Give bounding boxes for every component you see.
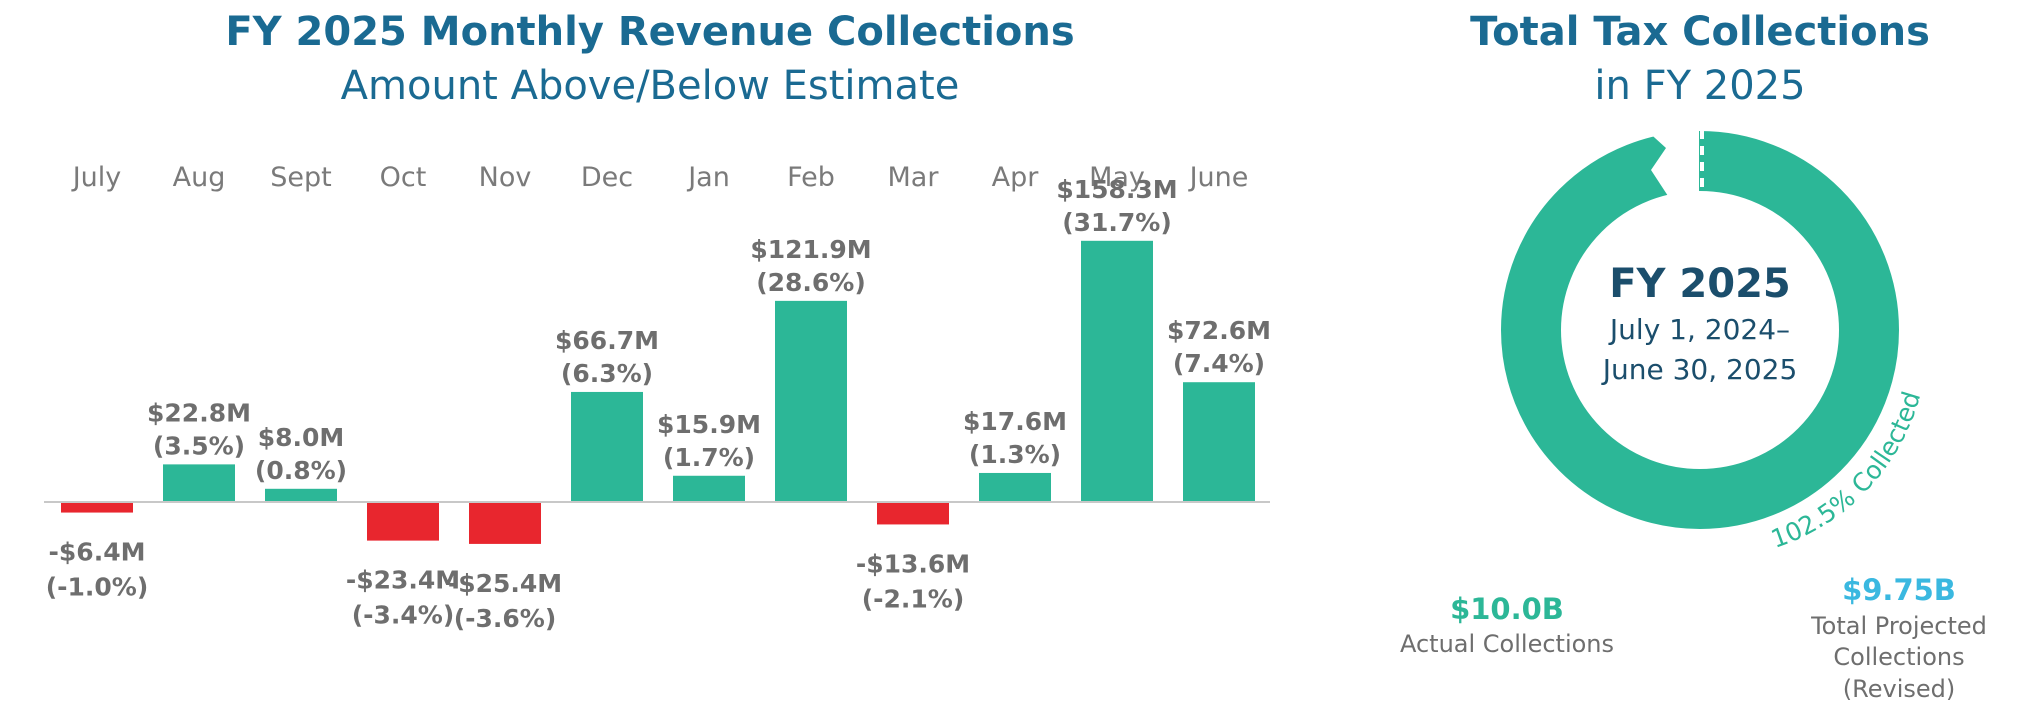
value-label: -$23.4M [346, 566, 460, 595]
bar-dec [571, 391, 643, 502]
donut-title: Total Tax Collections [1470, 9, 1930, 55]
value-label: -$25.4M [448, 569, 562, 598]
bar-mar [877, 502, 949, 525]
month-label: May [1089, 162, 1145, 193]
bar-sept [265, 488, 337, 502]
donut-center-line1: July 1, 2024– [1608, 313, 1790, 346]
percent-label: (-1.0%) [46, 573, 149, 602]
month-label: Mar [888, 162, 940, 193]
percent-label: (3.5%) [153, 431, 245, 460]
value-label: $121.9M [750, 235, 871, 264]
bar-may [1081, 240, 1153, 502]
month-label: July [71, 162, 122, 193]
actual-collections-value: $10.0B [1450, 592, 1564, 626]
value-label: -$6.4M [49, 538, 146, 567]
projected-label-line-2: Collections [1833, 643, 1964, 671]
actual-collections-label: Actual Collections [1400, 630, 1614, 658]
bar-series: July -$6.4M (-1.0%) Aug $22.8M (3.5%) Sept $8.0… [46, 162, 1271, 633]
value-label: $66.7M [555, 326, 659, 355]
percent-label: (1.7%) [663, 443, 755, 472]
bar-june [1183, 382, 1255, 502]
month-label: Aug [173, 162, 226, 193]
month-label: Sept [270, 162, 331, 193]
value-label: $15.9M [657, 410, 761, 439]
bar-aug [163, 464, 235, 502]
percent-label: (28.6%) [756, 268, 866, 297]
month-label: Dec [581, 162, 633, 193]
bar-chart-title: FY 2025 Monthly Revenue Collections [225, 9, 1074, 55]
projected-label-line-3: (Revised) [1843, 675, 1955, 703]
bar-feb [775, 300, 847, 502]
value-label: -$13.6M [856, 549, 970, 578]
projected-collections-value: $9.75B [1842, 573, 1956, 607]
donut-center-title: FY 2025 [1609, 261, 1791, 307]
donut-ring [1501, 131, 1899, 529]
collections-donut: 102.5% Collected FY 2025 July 1, 2024– J… [1501, 128, 1926, 554]
percent-label: (-2.1%) [862, 584, 965, 613]
bar-jan [673, 475, 745, 502]
month-label: Apr [992, 162, 1040, 193]
percent-label: (1.3%) [969, 440, 1061, 469]
bar-chart-subtitle: Amount Above/Below Estimate [341, 63, 960, 109]
bar-oct [367, 502, 439, 541]
month-label: June [1188, 162, 1249, 193]
donut-notch [1644, 128, 1699, 196]
bar-apr [979, 472, 1051, 502]
percent-label: (7.4%) [1173, 349, 1265, 378]
percent-label: (6.3%) [561, 359, 653, 388]
month-label: Feb [787, 162, 835, 193]
donut-center-line2: June 30, 2025 [1601, 353, 1798, 386]
projected-label-line-1: Total Projected [1810, 612, 1987, 640]
percent-label: (31.7%) [1062, 208, 1172, 237]
bar-july [61, 502, 133, 513]
month-label: Jan [686, 162, 730, 193]
percent-label: (-3.4%) [352, 601, 455, 630]
value-label: $8.0M [258, 423, 345, 452]
percent-label: (-3.6%) [454, 604, 557, 633]
value-label: $22.8M [147, 398, 251, 427]
value-label: $72.6M [1167, 316, 1271, 345]
value-label: $158.3M [1056, 175, 1177, 204]
month-label: Oct [380, 162, 427, 193]
month-label: Nov [479, 162, 532, 193]
value-label: $17.6M [963, 407, 1067, 436]
percent-label: (0.8%) [255, 456, 347, 485]
bar-nov [469, 502, 541, 544]
donut-subtitle: in FY 2025 [1594, 63, 1805, 109]
